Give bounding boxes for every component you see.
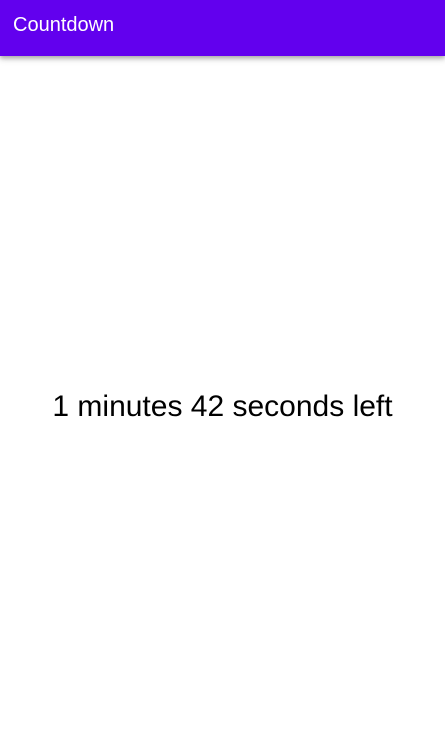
- main-content: 1 minutes 42 seconds left: [0, 56, 445, 756]
- app-bar: Countdown: [0, 0, 445, 56]
- countdown-label: 1 minutes 42 seconds left: [52, 390, 393, 423]
- app-bar-title: Countdown: [13, 14, 115, 36]
